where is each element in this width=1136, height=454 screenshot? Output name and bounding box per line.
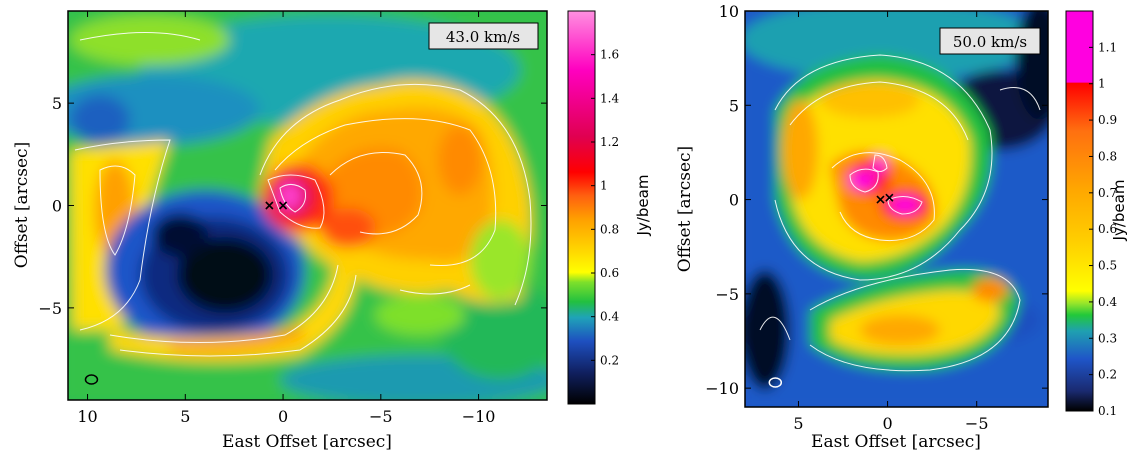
y-tick-label: 5 bbox=[729, 96, 739, 115]
x-tick-label: 10 bbox=[77, 407, 97, 426]
panel-1-markers bbox=[84, 201, 288, 385]
y-tick-label: −5 bbox=[38, 299, 62, 318]
y-tick-label: −10 bbox=[705, 379, 739, 398]
y-tick-label: 10 bbox=[719, 2, 739, 21]
x-tick-label: −10 bbox=[462, 407, 496, 426]
panel-2-xlabel: East Offset [arcsec] bbox=[811, 432, 981, 452]
colorbar-1-label: Jy/beam bbox=[634, 175, 652, 237]
colorbar-1-ticks: 0.2 0.4 0.6 0.8 1 1.2 1.4 1.6 bbox=[591, 48, 619, 367]
colorbar-tick-label: 0.4 bbox=[1098, 295, 1117, 309]
colorbar-tick-label: 0.2 bbox=[1098, 368, 1117, 382]
source-marker bbox=[278, 201, 288, 210]
colorbar-tick-label: 0.5 bbox=[1098, 259, 1117, 273]
colorbar-2 bbox=[1065, 10, 1094, 412]
panel-2-map bbox=[745, 11, 1048, 407]
panel-1-velocity-text: 43.0 km/s bbox=[446, 28, 520, 46]
panel-2-ticks: 5 0 −5 10 5 0 −5 −10 bbox=[705, 2, 1048, 433]
y-tick-label: 5 bbox=[52, 94, 62, 113]
colorbar-tick-label: 1 bbox=[600, 179, 608, 193]
colorbar-tick-label: 0.2 bbox=[600, 353, 619, 367]
panel-2-frame bbox=[744, 10, 1049, 408]
colorbar-tick-label: 1.6 bbox=[600, 48, 619, 62]
panel-1-ylabel: Offset [arcsec] bbox=[12, 142, 32, 268]
panel-1-xlabel: East Offset [arcsec] bbox=[222, 432, 392, 452]
x-tick-label: −5 bbox=[369, 407, 393, 426]
colorbar-2-label: Jy/beam bbox=[1110, 180, 1128, 242]
panel-1-ticks: 10 5 0 −5 −10 5 0 −5 bbox=[38, 11, 547, 426]
x-tick-label: 5 bbox=[793, 414, 803, 433]
panel-2-ylabel: Offset [arcsec] bbox=[675, 146, 695, 272]
y-tick-label: −5 bbox=[715, 285, 739, 304]
colorbar-tick-label: 0.4 bbox=[600, 310, 619, 324]
x-tick-label: 0 bbox=[278, 407, 288, 426]
source-marker bbox=[265, 201, 274, 210]
beam-ellipse bbox=[768, 377, 783, 388]
colorbar-tick-label: 1.2 bbox=[600, 135, 619, 149]
colorbar-tick-label: 0.8 bbox=[1098, 149, 1117, 163]
beam-ellipse bbox=[84, 374, 99, 385]
panel-1-map bbox=[68, 11, 547, 400]
colorbar-tick-label: 0.9 bbox=[1098, 113, 1117, 127]
panel-2-markers bbox=[768, 193, 894, 388]
panel-2-velocity-text: 50.0 km/s bbox=[953, 33, 1027, 51]
source-marker bbox=[885, 193, 894, 202]
y-tick-label: 0 bbox=[729, 191, 739, 210]
panel-2-velocity-label: 50.0 km/s bbox=[939, 27, 1041, 55]
colorbar-tick-label: 0.1 bbox=[1098, 404, 1117, 418]
colorbar-tick-label: 0.6 bbox=[600, 266, 619, 280]
y-tick-label: 0 bbox=[52, 197, 62, 216]
colorbar-tick-label: 0.8 bbox=[600, 222, 619, 236]
x-tick-label: 5 bbox=[180, 407, 190, 426]
colorbar-tick-label: 1.1 bbox=[1098, 40, 1117, 54]
colorbar-1 bbox=[567, 10, 596, 405]
colorbar-tick-label: 0.7 bbox=[1098, 186, 1117, 200]
x-tick-label: −5 bbox=[965, 414, 989, 433]
colorbar-tick-label: 1 bbox=[1098, 77, 1106, 91]
panel-1-velocity-label: 43.0 km/s bbox=[428, 22, 539, 50]
x-tick-label: 0 bbox=[882, 414, 892, 433]
source-marker bbox=[876, 195, 885, 204]
colorbar-tick-label: 0.3 bbox=[1098, 331, 1117, 345]
colorbar-2-ticks: 0.1 0.2 0.3 0.4 0.5 0.6 0.7 0.8 0.9 1 1.1 bbox=[1089, 40, 1117, 418]
colorbar-tick-label: 0.6 bbox=[1098, 222, 1117, 236]
colorbar-tick-label: 1.4 bbox=[600, 91, 619, 105]
